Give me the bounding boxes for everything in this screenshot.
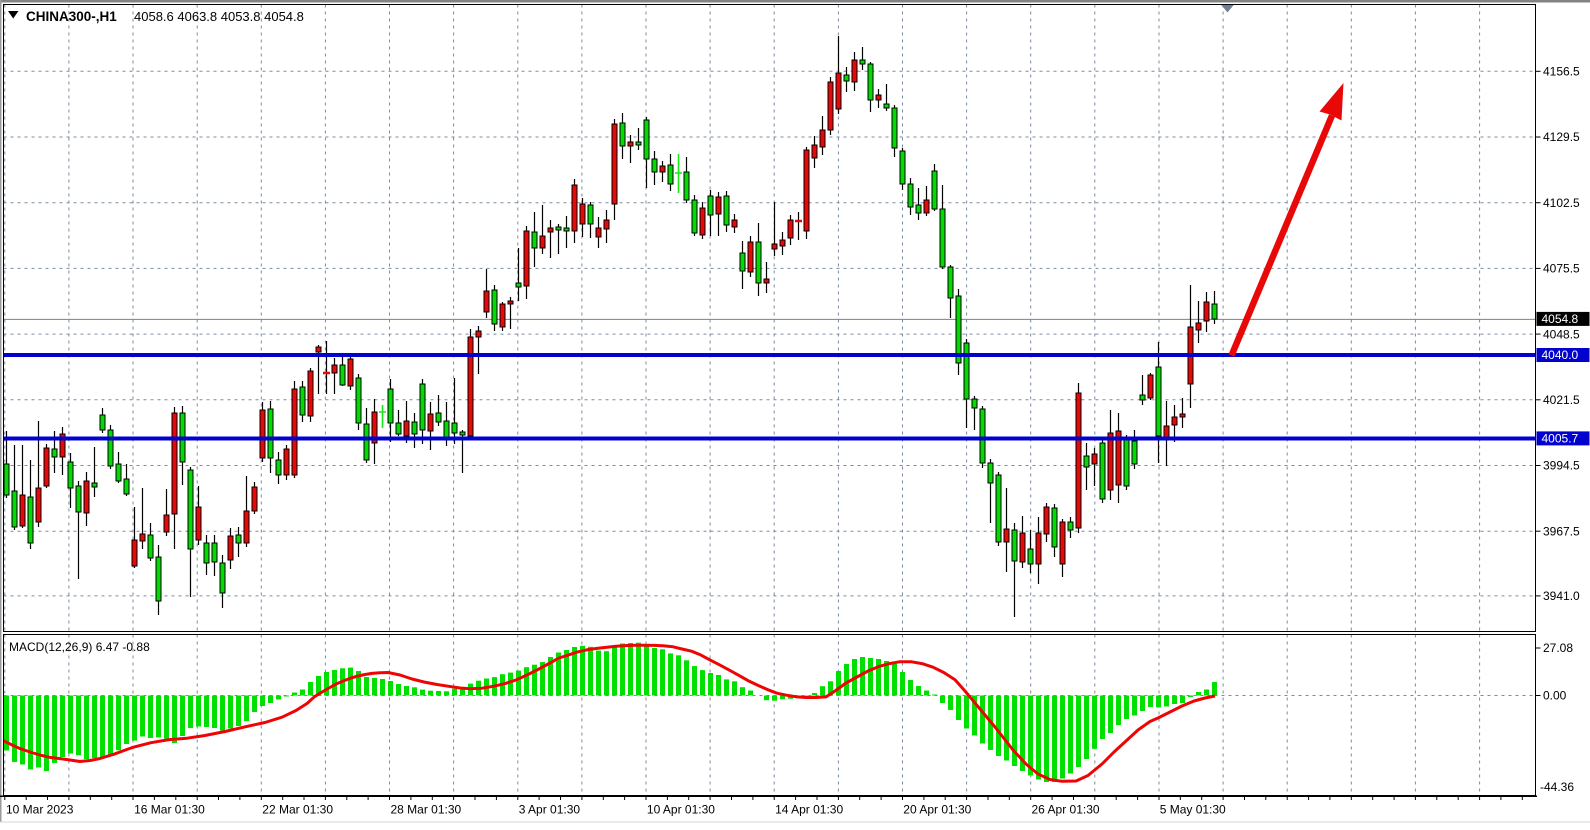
svg-text:3994.5: 3994.5 xyxy=(1543,459,1580,473)
svg-text:3967.5: 3967.5 xyxy=(1543,524,1580,538)
svg-text:MACD(12,26,9) 6.47 -0.88: MACD(12,26,9) 6.47 -0.88 xyxy=(9,640,150,654)
svg-text:26 Apr 01:30: 26 Apr 01:30 xyxy=(1032,803,1100,817)
svg-text:4021.5: 4021.5 xyxy=(1543,393,1580,407)
svg-text:4040.0: 4040.0 xyxy=(1542,348,1579,362)
svg-text:4048.5: 4048.5 xyxy=(1543,327,1580,341)
svg-text:0.00: 0.00 xyxy=(1543,689,1567,703)
svg-text:4054.8: 4054.8 xyxy=(1542,312,1579,326)
svg-text:28 Mar 01:30: 28 Mar 01:30 xyxy=(391,803,462,817)
svg-text:4102.5: 4102.5 xyxy=(1543,196,1580,210)
svg-text:5 May 01:30: 5 May 01:30 xyxy=(1160,803,1226,817)
svg-text:4156.5: 4156.5 xyxy=(1543,65,1580,79)
svg-text:14 Apr 01:30: 14 Apr 01:30 xyxy=(775,803,843,817)
svg-text:3941.0: 3941.0 xyxy=(1543,589,1580,603)
svg-text:27.08: 27.08 xyxy=(1543,641,1573,655)
svg-text:10 Apr 01:30: 10 Apr 01:30 xyxy=(647,803,715,817)
svg-text:4005.7: 4005.7 xyxy=(1542,432,1579,446)
svg-text:10 Mar 2023: 10 Mar 2023 xyxy=(6,803,74,817)
svg-text:CHINA300-,H1: CHINA300-,H1 xyxy=(26,9,117,24)
svg-text:4129.5: 4129.5 xyxy=(1543,130,1580,144)
svg-text:4058.6 4063.8 4053.8 4054.8: 4058.6 4063.8 4053.8 4054.8 xyxy=(134,9,304,24)
svg-text:4075.5: 4075.5 xyxy=(1543,262,1580,276)
svg-text:3 Apr 01:30: 3 Apr 01:30 xyxy=(519,803,581,817)
svg-text:-44.36: -44.36 xyxy=(1540,780,1574,794)
svg-text:20 Apr 01:30: 20 Apr 01:30 xyxy=(903,803,971,817)
svg-text:16 Mar 01:30: 16 Mar 01:30 xyxy=(134,803,205,817)
svg-text:22 Mar 01:30: 22 Mar 01:30 xyxy=(262,803,333,817)
